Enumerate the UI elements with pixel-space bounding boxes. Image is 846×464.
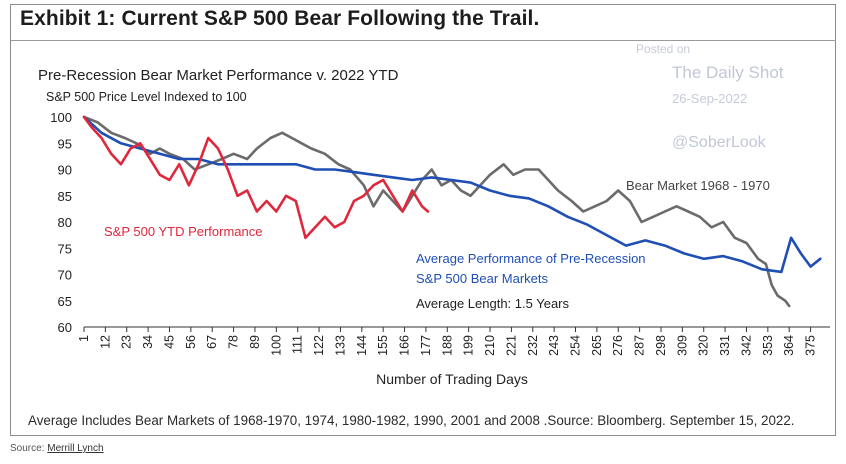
y-tick-label: 75	[58, 241, 72, 256]
x-tick-label: 353	[761, 335, 775, 356]
exhibit-frame	[10, 4, 836, 436]
y-tick-label: 60	[58, 320, 72, 335]
average-length-annotation: Average Length: 1.5 Years	[416, 296, 569, 311]
y-tick-label: 100	[50, 110, 72, 125]
average-annotation-line1: Average Performance of Pre-Recession	[416, 251, 646, 266]
y-tick-label: 95	[58, 136, 72, 151]
x-tick-label: 1	[77, 335, 91, 342]
y-tick-label: 80	[58, 215, 72, 230]
x-tick-label: 111	[291, 335, 305, 354]
watermark-site: The Daily Shot	[672, 63, 784, 82]
y-tick-label: 90	[58, 163, 72, 178]
title-divider	[10, 40, 836, 41]
x-tick-label: 364	[782, 335, 796, 356]
x-tick-label: 177	[419, 335, 433, 356]
x-axis-label: Number of Trading Days	[376, 371, 528, 387]
watermark-posted: Posted on	[636, 42, 691, 56]
exhibit-title: Exhibit 1: Current S&P 500 Bear Followin…	[20, 7, 540, 30]
x-tick-label: 331	[718, 335, 732, 356]
chart-subtitle: S&P 500 Price Level Indexed to 100	[46, 90, 247, 104]
x-tick-label: 342	[739, 335, 753, 356]
source-line: Source: Merrill Lynch	[10, 443, 104, 454]
x-tick-label: 122	[312, 335, 326, 356]
footnote: Average Includes Bear Markets of 1968-19…	[28, 413, 795, 428]
chart-title: Pre-Recession Bear Market Performance v.…	[38, 67, 399, 84]
ytd-series-line	[82, 115, 430, 240]
x-tick-label: 265	[590, 335, 604, 356]
x-tick-label: 166	[398, 335, 412, 356]
x-tick-label: 89	[248, 335, 262, 349]
series-layer	[82, 115, 822, 308]
x-tick-label: 199	[462, 335, 476, 356]
x-tick-label: 144	[355, 335, 369, 356]
x-tick-label: 188	[440, 335, 454, 356]
average-annotation-line2: S&P 500 Bear Markets	[416, 271, 548, 286]
x-tick-label: 309	[675, 335, 689, 356]
x-tick-label: 320	[697, 335, 711, 356]
axes: 100 95 90 85 80 75 70 65 60 1 12 23 34 45 56 67 78 89 100 1…	[50, 110, 830, 356]
watermark-date: 26-Sep-2022	[672, 91, 748, 106]
x-tick-label: 276	[611, 335, 625, 356]
x-tick-label: 56	[184, 335, 198, 349]
x-tick-label: 210	[483, 335, 497, 356]
average-series-line	[82, 115, 822, 274]
x-tick-label: 287	[633, 335, 647, 356]
x-tick-label: 133	[333, 335, 347, 356]
chart: Pre-Recession Bear Market Performance v.…	[38, 67, 830, 387]
x-tick-label: 23	[120, 335, 134, 349]
y-tick-label: 65	[58, 294, 72, 309]
watermark-handle: @SoberLook	[672, 134, 766, 151]
x-tick-label: 12	[98, 335, 112, 349]
x-tick-label: 78	[227, 335, 241, 349]
source-link[interactable]: Merrill Lynch	[47, 443, 104, 454]
x-tick-label: 298	[654, 335, 668, 356]
x-tick-label: 375	[804, 335, 818, 356]
x-tick-label: 254	[569, 335, 583, 356]
x-tick-label: 232	[526, 335, 540, 356]
x-tick-label: 221	[504, 335, 518, 356]
x-tick-label: 67	[205, 335, 219, 349]
y-tick-label: 85	[58, 189, 72, 204]
x-tick-label: 45	[162, 335, 176, 349]
x-tick-label: 34	[141, 335, 155, 349]
y-tick-label: 70	[58, 268, 72, 283]
source-label: Source:	[10, 443, 45, 454]
bear-1968-annotation: Bear Market 1968 - 1970	[626, 178, 770, 193]
ytd-annotation: S&P 500 YTD Performance	[104, 224, 263, 239]
x-tick-label: 243	[547, 335, 561, 356]
x-tick-label: 100	[269, 335, 283, 356]
x-tick-label: 155	[376, 335, 390, 356]
